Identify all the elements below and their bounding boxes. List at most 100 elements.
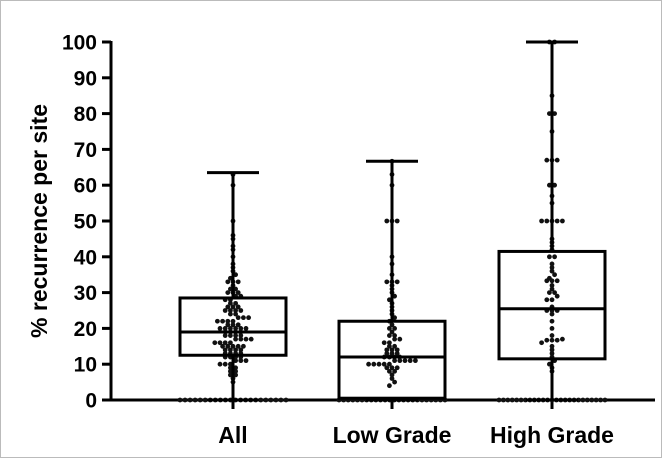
box-high-grade xyxy=(497,40,607,402)
data-point xyxy=(243,326,249,331)
data-point xyxy=(394,347,400,353)
data-point xyxy=(514,397,520,403)
data-point xyxy=(220,318,226,324)
data-point xyxy=(228,300,233,306)
data-point xyxy=(560,218,565,224)
data-point xyxy=(225,343,231,349)
y-tick-label: 30 xyxy=(74,282,97,305)
data-point xyxy=(202,397,208,403)
data-point xyxy=(392,358,397,364)
data-point xyxy=(233,333,239,338)
data-point xyxy=(222,347,228,353)
data-point xyxy=(238,333,244,338)
y-tick-label: 70 xyxy=(74,139,97,162)
data-point xyxy=(389,365,395,371)
data-point xyxy=(392,333,397,338)
data-point xyxy=(552,272,557,278)
data-point xyxy=(225,290,231,295)
data-point xyxy=(228,347,233,353)
data-point xyxy=(549,351,555,356)
data-point xyxy=(228,308,233,313)
data-point xyxy=(233,347,239,353)
data-point xyxy=(381,361,387,367)
data-point xyxy=(397,336,403,342)
data-point xyxy=(197,397,203,403)
data-point xyxy=(238,336,244,342)
data-point xyxy=(389,372,395,378)
data-point xyxy=(413,358,418,364)
data-point xyxy=(407,358,413,364)
data-point xyxy=(392,326,397,331)
data-point xyxy=(387,368,392,374)
data-point xyxy=(187,397,193,403)
data-point xyxy=(238,358,244,364)
data-point xyxy=(539,340,544,346)
data-point xyxy=(549,333,555,338)
data-point xyxy=(225,322,231,328)
data-point xyxy=(384,347,390,353)
data-point xyxy=(387,326,392,331)
y-tick-label: 100 xyxy=(62,32,97,55)
data-point xyxy=(258,397,264,403)
data-point xyxy=(549,265,555,270)
data-point xyxy=(554,218,560,224)
data-point xyxy=(554,278,560,284)
data-point xyxy=(384,218,390,224)
y-tick-label: 10 xyxy=(74,354,97,377)
data-point xyxy=(549,278,555,284)
plot-content xyxy=(177,39,608,403)
data-point xyxy=(549,311,555,317)
data-point xyxy=(222,340,228,346)
data-point xyxy=(580,397,586,403)
data-point xyxy=(394,365,400,371)
y-axis: 0 10 20 30 40 50 60 70 80 90 100 xyxy=(62,32,113,413)
box-iqr xyxy=(178,296,288,357)
data-point xyxy=(222,361,228,367)
data-point xyxy=(539,218,544,224)
data-point xyxy=(549,326,555,331)
data-point xyxy=(283,397,289,403)
data-point xyxy=(554,293,560,299)
x-category-label: All xyxy=(218,422,247,448)
x-category-label: High Grade xyxy=(490,422,614,448)
data-point xyxy=(268,397,274,403)
data-point xyxy=(220,343,226,349)
data-point xyxy=(228,311,233,317)
data-point xyxy=(215,318,220,324)
data-point xyxy=(182,397,188,403)
data-point xyxy=(235,279,241,285)
data-point xyxy=(235,343,241,349)
data-point xyxy=(389,376,395,381)
data-point xyxy=(235,290,241,295)
data-point xyxy=(230,322,236,328)
data-point xyxy=(397,358,403,364)
data-point xyxy=(549,261,555,267)
data-point xyxy=(549,297,555,303)
data-point xyxy=(394,218,400,224)
data-point xyxy=(389,351,395,356)
data-point xyxy=(233,336,239,342)
data-point xyxy=(217,340,223,346)
data-point xyxy=(217,326,223,331)
data-point xyxy=(233,326,239,331)
data-point xyxy=(230,304,236,310)
data-point xyxy=(394,279,400,285)
y-tick-label: 20 xyxy=(74,318,97,341)
data-point xyxy=(233,308,239,313)
data-point xyxy=(273,397,279,403)
data-point xyxy=(602,397,608,403)
data-point xyxy=(212,340,218,346)
data-point xyxy=(544,218,550,224)
data-point xyxy=(549,283,555,288)
data-point xyxy=(549,343,555,349)
data-point xyxy=(389,329,395,335)
data-point xyxy=(225,304,231,310)
data-point xyxy=(387,383,392,389)
data-point xyxy=(402,358,408,364)
data-point xyxy=(228,326,233,331)
box-iqr xyxy=(337,319,447,400)
data-point xyxy=(544,297,550,303)
data-point xyxy=(392,343,397,349)
data-point xyxy=(241,315,246,321)
